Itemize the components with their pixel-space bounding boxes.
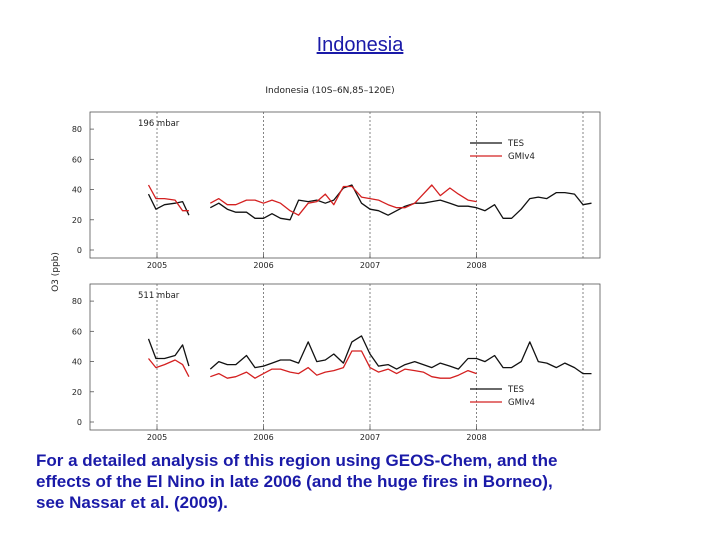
- y-tick-label: 40: [72, 186, 82, 195]
- series-line-gmiv4: [147, 358, 190, 378]
- x-tick-label: 2006: [253, 261, 273, 270]
- plot-frame: [89, 111, 601, 259]
- series-line-gmiv4: [209, 184, 477, 216]
- series-line-tes: [209, 335, 592, 375]
- y-axis-label: O3 (ppb): [51, 252, 61, 292]
- y-tick-label: 0: [77, 246, 82, 255]
- x-tick-label: 2006: [253, 433, 273, 442]
- caption: For a detailed analysis of this region u…: [36, 450, 696, 513]
- x-tick-label: 2008: [466, 433, 486, 442]
- caption-line: For a detailed analysis of this region u…: [36, 451, 558, 470]
- panel-196-mbar: 0 20 40 60 80 2005 2006 2007 2008 196 mbar TES GMIv…: [72, 111, 601, 270]
- series-line-tes: [147, 193, 190, 216]
- y-tick-label: 40: [72, 358, 82, 367]
- legend-label: TES: [507, 139, 524, 149]
- pressure-level-label: 196 mbar: [138, 119, 180, 129]
- figure-title: Indonesia (10S–6N,85–120E): [265, 86, 394, 96]
- legend-label: GMIv4: [508, 152, 535, 162]
- y-tick-label: 80: [72, 297, 82, 306]
- ozone-figure: Indonesia (10S–6N,85–120E) O3 (ppb) 0 20 4…: [51, 86, 601, 442]
- y-tick-label: 0: [77, 418, 82, 427]
- x-tick-label: 2008: [466, 261, 486, 270]
- series-line-gmiv4: [210, 350, 477, 379]
- x-tick-label: 2005: [147, 433, 167, 442]
- x-tick-label: 2007: [360, 261, 380, 270]
- slide-title: Indonesia: [316, 34, 404, 56]
- legend-label: GMIv4: [508, 398, 535, 408]
- y-tick-label: 80: [72, 125, 82, 134]
- y-tick-label: 20: [72, 216, 82, 225]
- series-line-tes: [209, 184, 592, 221]
- plot-frame: [89, 283, 601, 431]
- caption-line: effects of the El Nino in late 2006 (and…: [36, 472, 553, 491]
- y-tick-label: 20: [72, 388, 82, 397]
- series-line-gmiv4: [147, 184, 189, 212]
- y-tick-label: 60: [72, 155, 82, 164]
- x-tick-label: 2007: [360, 433, 380, 442]
- legend-label: TES: [507, 385, 524, 395]
- x-tick-label: 2005: [147, 261, 167, 270]
- series-line-tes: [147, 338, 190, 367]
- pressure-level-label: 511 mbar: [138, 291, 180, 301]
- caption-line: see Nassar et al. (2009).: [36, 493, 228, 512]
- panel-511-mbar: 0 20 40 60 80 2005 2006 2007 2008 511 mbar TES GMIv…: [72, 283, 601, 442]
- y-tick-label: 60: [72, 327, 82, 336]
